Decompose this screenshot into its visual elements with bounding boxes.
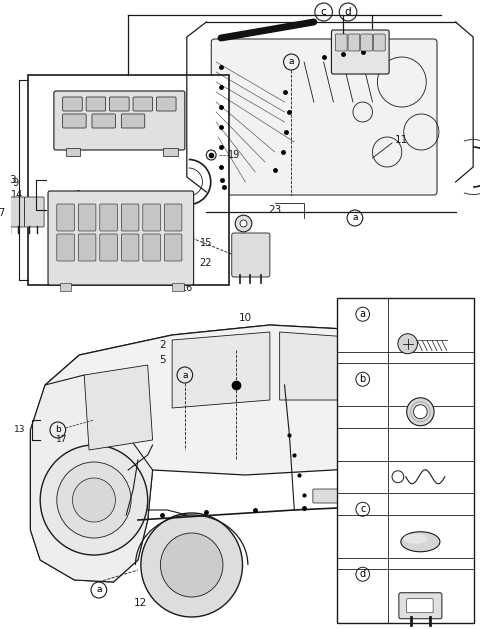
Text: 5: 5 <box>159 355 166 365</box>
FancyBboxPatch shape <box>156 97 176 111</box>
Text: 22: 22 <box>200 258 212 268</box>
Bar <box>172 283 184 291</box>
FancyBboxPatch shape <box>232 233 270 277</box>
FancyBboxPatch shape <box>373 34 385 51</box>
Ellipse shape <box>401 532 440 552</box>
Text: 18: 18 <box>423 504 437 515</box>
Circle shape <box>398 334 418 353</box>
FancyBboxPatch shape <box>57 234 74 261</box>
Text: a: a <box>182 370 188 379</box>
Text: 11: 11 <box>395 135 408 145</box>
FancyBboxPatch shape <box>143 234 160 261</box>
FancyBboxPatch shape <box>121 114 145 128</box>
Text: 23: 23 <box>268 205 281 215</box>
FancyBboxPatch shape <box>348 34 360 51</box>
FancyBboxPatch shape <box>5 197 24 227</box>
FancyBboxPatch shape <box>361 34 372 51</box>
FancyBboxPatch shape <box>164 204 182 231</box>
FancyBboxPatch shape <box>121 204 139 231</box>
FancyBboxPatch shape <box>407 599 433 613</box>
FancyBboxPatch shape <box>63 97 82 111</box>
Bar <box>163 148 178 156</box>
Text: 19: 19 <box>228 150 240 160</box>
FancyBboxPatch shape <box>78 204 96 231</box>
Ellipse shape <box>403 534 428 543</box>
Text: c: c <box>360 504 365 515</box>
Polygon shape <box>30 325 460 582</box>
FancyBboxPatch shape <box>86 97 106 111</box>
FancyBboxPatch shape <box>121 234 139 261</box>
Text: 3: 3 <box>9 175 16 185</box>
Bar <box>60 283 72 291</box>
FancyBboxPatch shape <box>399 593 442 619</box>
Circle shape <box>57 462 131 538</box>
Polygon shape <box>30 375 153 582</box>
Text: 9: 9 <box>12 178 19 188</box>
Circle shape <box>40 445 148 555</box>
Text: d: d <box>345 7 351 17</box>
FancyBboxPatch shape <box>133 97 153 111</box>
Text: 2: 2 <box>159 340 166 350</box>
Text: d: d <box>360 569 366 579</box>
FancyBboxPatch shape <box>336 34 347 51</box>
Text: 14: 14 <box>12 190 24 200</box>
FancyBboxPatch shape <box>143 204 160 231</box>
FancyBboxPatch shape <box>100 204 118 231</box>
Text: 15: 15 <box>200 238 212 248</box>
Polygon shape <box>172 332 270 408</box>
Circle shape <box>407 398 434 426</box>
Bar <box>337 298 474 623</box>
Polygon shape <box>280 332 363 400</box>
Text: 17: 17 <box>423 439 437 449</box>
FancyBboxPatch shape <box>332 30 389 74</box>
Circle shape <box>414 404 427 419</box>
FancyBboxPatch shape <box>100 234 118 261</box>
Text: 10: 10 <box>239 313 252 323</box>
FancyBboxPatch shape <box>164 234 182 261</box>
FancyBboxPatch shape <box>48 191 193 285</box>
FancyBboxPatch shape <box>109 97 129 111</box>
Text: 17: 17 <box>56 435 68 445</box>
Text: 4: 4 <box>453 335 460 345</box>
FancyBboxPatch shape <box>313 489 344 503</box>
Circle shape <box>392 535 451 595</box>
FancyBboxPatch shape <box>63 114 86 128</box>
Circle shape <box>160 533 223 597</box>
Text: 21: 21 <box>423 374 437 384</box>
Polygon shape <box>45 325 460 385</box>
Text: 1: 1 <box>76 190 83 200</box>
Text: a: a <box>352 213 358 223</box>
Text: 20: 20 <box>423 309 437 320</box>
Text: 8: 8 <box>37 208 43 218</box>
Text: 6: 6 <box>20 208 25 218</box>
Text: 13: 13 <box>14 425 25 435</box>
FancyBboxPatch shape <box>92 114 116 128</box>
Text: 24: 24 <box>423 569 437 579</box>
Text: c: c <box>321 7 326 17</box>
FancyBboxPatch shape <box>54 91 185 150</box>
Circle shape <box>374 517 468 613</box>
Text: 12: 12 <box>134 598 147 608</box>
Bar <box>28 75 229 285</box>
Circle shape <box>72 478 116 522</box>
Text: 16: 16 <box>180 283 193 293</box>
FancyBboxPatch shape <box>24 197 44 227</box>
Text: b: b <box>360 374 366 384</box>
FancyBboxPatch shape <box>211 39 437 195</box>
Text: a: a <box>96 586 102 594</box>
FancyBboxPatch shape <box>78 234 96 261</box>
Polygon shape <box>84 365 153 450</box>
FancyBboxPatch shape <box>57 204 74 231</box>
Text: a: a <box>360 309 366 320</box>
Text: b: b <box>55 425 60 435</box>
Text: a: a <box>288 57 294 67</box>
Circle shape <box>141 513 242 617</box>
Bar <box>66 148 80 156</box>
Text: 7: 7 <box>0 208 4 218</box>
